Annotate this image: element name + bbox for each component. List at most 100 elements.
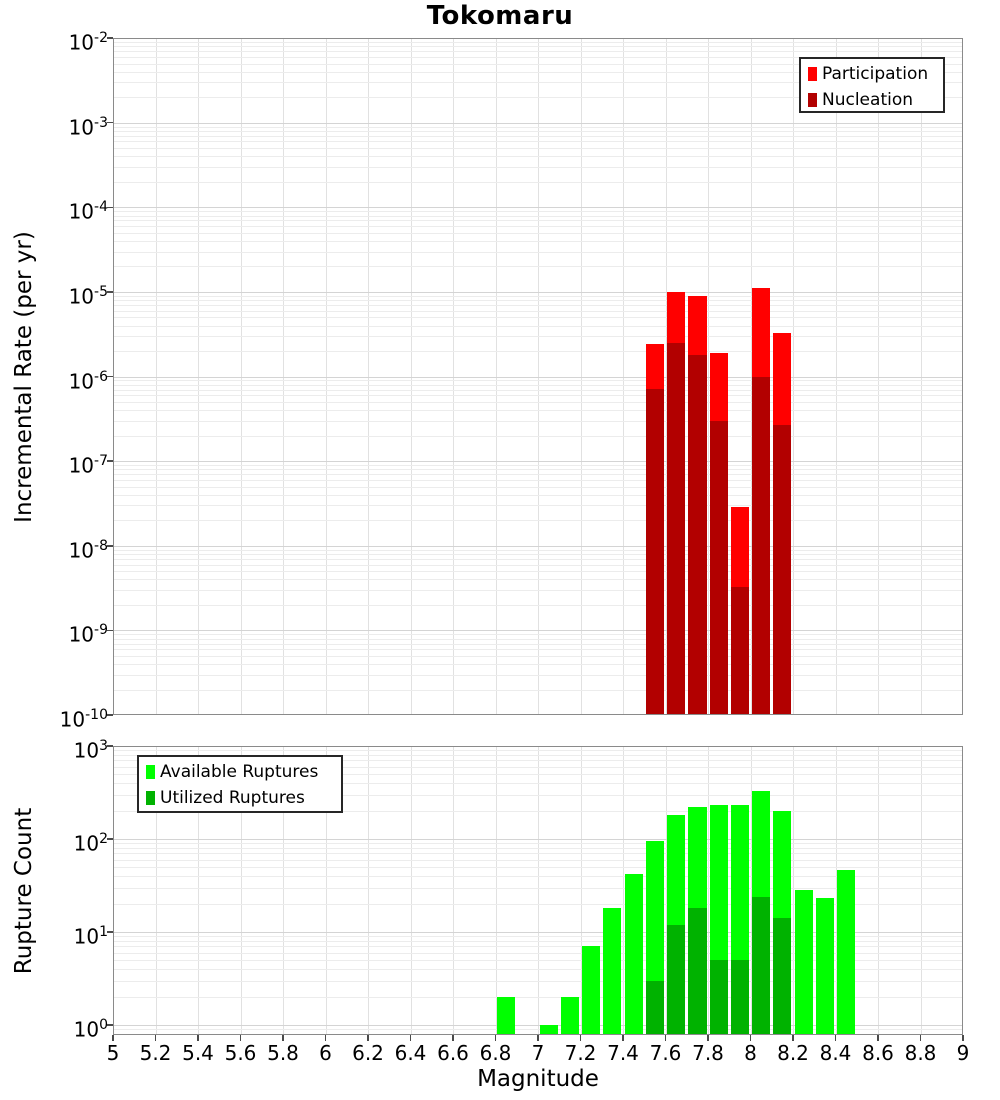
- gridline-minor: [113, 420, 963, 422]
- gridline-major: [113, 122, 963, 124]
- bar-nucleation: [667, 342, 686, 715]
- gridline-minor: [113, 952, 963, 954]
- y-tick-mark: [107, 545, 113, 547]
- gridline-minor: [113, 960, 963, 961]
- gridline-minor: [113, 295, 963, 297]
- gridline-vertical: [495, 746, 497, 1035]
- y-tick-exponent: -5: [94, 283, 108, 300]
- gridline-vertical: [793, 38, 794, 715]
- gridline-minor: [113, 941, 963, 942]
- y-tick-mark: [107, 838, 113, 840]
- plot-area: [113, 38, 963, 715]
- gridline-minor: [113, 664, 963, 666]
- legend-item-utilized-ruptures: Utilized Ruptures: [139, 785, 341, 811]
- gridline-vertical: [453, 38, 454, 715]
- x-tick-mark: [112, 1035, 114, 1041]
- x-tick-label: 6.4: [394, 1041, 427, 1065]
- gridline-minor: [113, 853, 963, 855]
- x-tick-label: 7.4: [607, 1041, 639, 1065]
- y-tick-exponent: 0: [99, 1017, 108, 1033]
- y-tick-exponent: -9: [94, 622, 108, 639]
- x-tick-mark: [792, 1035, 794, 1041]
- legend-item-participation: Participation: [801, 61, 943, 87]
- gridline-minor: [113, 843, 963, 845]
- y-tick-exponent: -6: [94, 368, 108, 385]
- gridline-major: [113, 545, 963, 547]
- gridline-vertical: [623, 38, 624, 715]
- y-tick-label: 100: [73, 1017, 108, 1042]
- gridline-vertical: [368, 746, 369, 1035]
- y-tick-label: 101: [73, 924, 108, 949]
- gridline-vertical: [240, 38, 242, 715]
- x-tick-mark: [452, 1035, 454, 1041]
- gridline-minor: [113, 980, 963, 982]
- bar-available-ruptures: [560, 997, 579, 1035]
- y-tick-label: 103: [73, 738, 108, 763]
- gridline-minor: [113, 402, 963, 403]
- gridline-minor: [113, 156, 963, 158]
- y-tick-exponent: -7: [94, 453, 108, 470]
- y-tick-exponent: -10: [85, 707, 108, 723]
- y-tick-exponent: -4: [94, 199, 108, 216]
- gridline-minor: [113, 300, 963, 302]
- legend-marker-icon: [146, 765, 155, 779]
- y-tick-mark: [107, 206, 113, 208]
- bar-available-ruptures: [815, 898, 835, 1035]
- gridline-vertical: [920, 38, 922, 715]
- y-tick-label: 10-5: [68, 283, 108, 309]
- y-tick-label: 10-9: [68, 622, 108, 648]
- gridline-minor: [113, 1029, 963, 1031]
- gridline-minor: [113, 325, 963, 327]
- gridline-minor: [113, 220, 963, 222]
- gridline-vertical: [835, 38, 837, 715]
- bar-nucleation: [688, 354, 707, 715]
- gridline-minor: [113, 317, 963, 319]
- bar-available-ruptures: [603, 908, 622, 1035]
- gridline-minor: [113, 266, 963, 268]
- y-axis-label: Rupture Count: [11, 807, 37, 974]
- bar-utilized-ruptures: [709, 960, 728, 1035]
- x-tick-label: 5.2: [139, 1041, 172, 1065]
- gridline-minor: [113, 564, 963, 566]
- gridline-vertical: [453, 746, 454, 1035]
- gridline-major: [113, 1025, 963, 1026]
- gridline-major: [113, 207, 963, 209]
- gridline-minor: [113, 969, 963, 970]
- bar-nucleation: [709, 420, 728, 715]
- x-tick-label: 6.2: [352, 1041, 384, 1065]
- x-tick-mark: [239, 1035, 242, 1041]
- gridline-minor: [113, 41, 963, 43]
- gridline-major: [113, 461, 963, 463]
- gridline-vertical: [155, 38, 157, 715]
- gridline-vertical: [495, 38, 497, 715]
- gridline-vertical: [283, 38, 284, 715]
- y-tick-exponent: 2: [99, 831, 108, 847]
- y-tick-label: 10-7: [68, 453, 108, 478]
- gridline-minor: [113, 946, 963, 948]
- y-tick-mark: [107, 931, 113, 933]
- gridline-minor: [113, 558, 963, 560]
- gridline-minor: [113, 859, 963, 861]
- gridline-minor: [113, 887, 963, 889]
- gridline-minor: [113, 141, 963, 143]
- bar-available-ruptures: [497, 997, 516, 1035]
- gridline-minor: [113, 232, 963, 234]
- legend-item-nucleation: Nucleation: [801, 87, 943, 113]
- gridline-minor: [113, 634, 963, 636]
- gridline-vertical: [410, 38, 412, 715]
- x-tick-mark: [154, 1035, 157, 1041]
- y-tick-label: 10-6: [68, 368, 108, 394]
- y-tick-exponent: 1: [99, 924, 108, 940]
- x-tick-mark: [622, 1035, 624, 1041]
- x-tick-label: 7: [531, 1041, 545, 1065]
- bar-utilized-ruptures: [645, 980, 664, 1035]
- x-tick-mark: [324, 1035, 327, 1041]
- gridline-minor: [113, 469, 963, 471]
- gridline-minor: [113, 465, 963, 466]
- gridline-minor: [113, 130, 963, 132]
- gridline-vertical: [538, 746, 539, 1035]
- y-tick-label: 10-10: [59, 707, 108, 732]
- x-tick-mark: [664, 1035, 667, 1041]
- x-tick-mark: [877, 1035, 879, 1041]
- gridline-minor: [113, 505, 963, 507]
